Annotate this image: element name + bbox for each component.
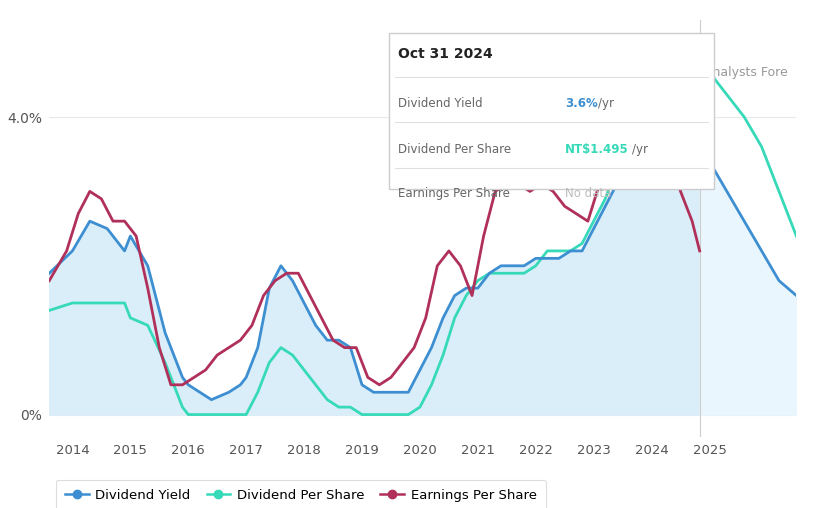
Text: 3.6%: 3.6%: [565, 98, 598, 110]
Text: Analysts Fore: Analysts Fore: [704, 66, 788, 79]
Text: /yr: /yr: [599, 98, 614, 110]
Text: Dividend Yield: Dividend Yield: [398, 98, 483, 110]
Text: NT$1.495: NT$1.495: [565, 143, 629, 156]
Text: Oct 31 2024: Oct 31 2024: [398, 47, 493, 61]
Legend: Dividend Yield, Dividend Per Share, Earnings Per Share: Dividend Yield, Dividend Per Share, Earn…: [56, 480, 546, 508]
Text: Past: Past: [671, 66, 697, 79]
Text: Dividend Per Share: Dividend Per Share: [398, 143, 511, 156]
FancyBboxPatch shape: [389, 33, 714, 189]
Text: No data: No data: [565, 187, 611, 200]
Text: Earnings Per Share: Earnings Per Share: [398, 187, 510, 200]
Text: /yr: /yr: [632, 143, 648, 156]
